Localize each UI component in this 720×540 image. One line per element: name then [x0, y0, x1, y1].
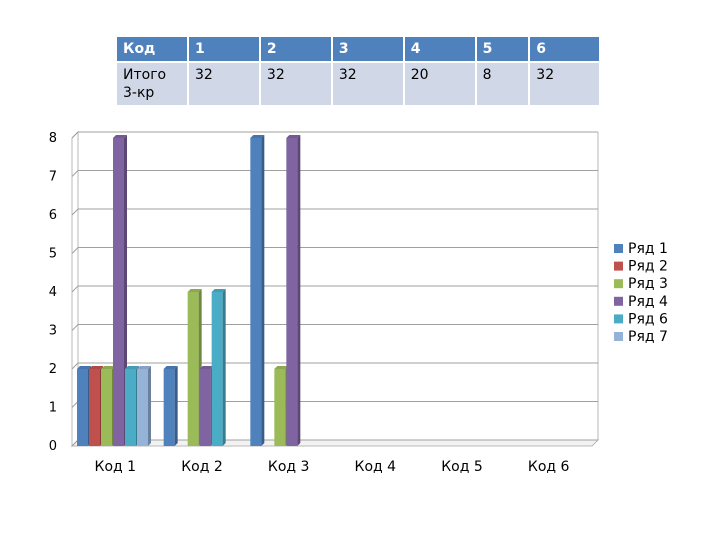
x-tick-label: Код 3	[268, 459, 310, 475]
bar-top	[137, 366, 151, 369]
table-header-row: Код 1 2 3 4 5 6	[117, 37, 599, 62]
bar	[163, 369, 175, 446]
bar	[274, 369, 286, 446]
table-header-cell: 6	[529, 37, 599, 62]
legend-swatch	[614, 296, 623, 306]
gridline-depth	[71, 324, 79, 331]
y-tick-label: 2	[49, 362, 57, 377]
y-tick-label: 3	[49, 324, 57, 339]
legend-label: Ряд 4	[628, 294, 668, 310]
x-tick-label: Код 2	[181, 459, 223, 475]
gridline-depth	[71, 247, 79, 254]
bar-top	[89, 366, 103, 369]
gridline-depth	[71, 131, 79, 139]
legend-label: Ряд 3	[628, 276, 668, 292]
bar	[125, 369, 136, 446]
legend-swatch	[614, 332, 623, 341]
table-header-cell: Код	[117, 37, 189, 62]
bar-top	[163, 366, 178, 369]
bar	[89, 369, 100, 446]
bar-side	[222, 289, 226, 446]
bar-top	[250, 135, 265, 138]
table-cell: 32	[259, 61, 333, 105]
table-cell: 8	[475, 61, 531, 105]
legend-label: Ряд 2	[628, 259, 668, 275]
y-tick-label: 7	[49, 170, 57, 185]
bar-top	[211, 289, 226, 292]
bar	[199, 369, 211, 446]
gridline-depth	[71, 285, 79, 293]
legend-swatch	[614, 279, 623, 289]
table-cell: 32	[331, 61, 405, 105]
bar-top	[199, 366, 214, 369]
table-header-cell: 2	[259, 37, 333, 62]
bar-top	[125, 366, 139, 369]
legend-swatch	[614, 261, 623, 271]
x-tick-label: Код 4	[355, 459, 397, 475]
bar-side	[261, 135, 265, 446]
x-tick-label: Код 1	[95, 459, 137, 475]
bar-top	[187, 289, 202, 292]
gridline-depth	[71, 170, 79, 177]
x-tick-label: Код 5	[441, 459, 483, 475]
y-tick-label: 4	[49, 285, 57, 300]
bar-top	[113, 135, 127, 138]
bar	[250, 138, 262, 446]
bar	[77, 369, 88, 446]
legend-label: Ряд 6	[628, 311, 668, 327]
bar	[101, 369, 112, 446]
table-cell: 32	[529, 61, 599, 105]
bar	[187, 292, 199, 446]
table-header-cell: 3	[331, 37, 405, 62]
y-tick-label: 1	[49, 401, 57, 416]
legend-swatch	[614, 244, 623, 253]
table-header-cell: 1	[188, 37, 261, 62]
legend-label: Ряд 7	[628, 329, 668, 345]
bar-top	[101, 366, 115, 369]
bar-top	[77, 366, 91, 369]
y-tick-label: 6	[49, 208, 57, 223]
x-tick-label: Код 6	[528, 459, 570, 475]
bar	[211, 292, 223, 446]
summary-table: Код 1 2 3 4 5 6 Итого 3-кр 32 32 32 20 8…	[117, 37, 599, 105]
bar	[286, 138, 298, 446]
gridline-depth	[71, 208, 79, 216]
bar-side	[297, 135, 301, 446]
bar-top	[286, 135, 301, 138]
legend-label: Ряд 1	[628, 241, 668, 257]
table-cell: Итого 3-кр	[117, 61, 189, 105]
legend-swatch	[614, 314, 623, 324]
table-header-cell: 4	[403, 37, 477, 62]
table-row: Итого 3-кр 32 32 32 20 8 32	[117, 61, 599, 105]
table-cell: 32	[188, 61, 261, 105]
bar	[113, 138, 124, 446]
table-cell: 20	[403, 61, 477, 105]
y-tick-label: 5	[49, 247, 57, 262]
bar-side	[174, 366, 178, 446]
y-tick-label: 0	[49, 439, 57, 454]
bar	[137, 369, 148, 446]
bar-side	[148, 366, 151, 446]
gridline-depth	[71, 362, 79, 370]
bar-top	[274, 366, 289, 369]
y-tick-label: 8	[49, 131, 57, 146]
table-header-cell: 5	[475, 37, 531, 62]
